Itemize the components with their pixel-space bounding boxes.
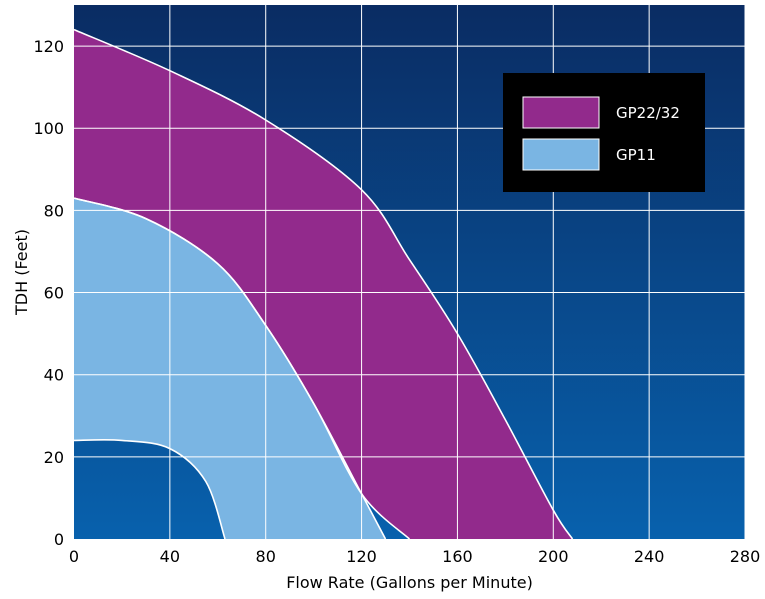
curve-gp22-32-upper [73,28,574,540]
x-tick-label: 160 [442,547,473,566]
y-axis-ticks: 0 20 40 60 80 100 120 [33,37,64,549]
legend: GP22/32 GP11 [503,73,705,192]
y-tick-label: 120 [33,37,64,56]
y-tick-label: 0 [54,530,64,549]
x-tick-label: 0 [69,547,79,566]
y-tick-label: 40 [44,366,64,385]
legend-swatch-gp11 [522,138,600,171]
y-tick-label: 60 [44,284,64,303]
x-tick-label: 280 [730,547,761,566]
grid-lines [74,5,746,539]
y-axis-label: TDH (Feet) [12,229,31,316]
y-tick-label: 20 [44,448,64,467]
x-axis-label: Flow Rate (Gallons per Minute) [286,573,533,592]
y-tick-label: 80 [44,201,64,220]
x-axis-ticks: 0 40 80 120 160 200 240 280 [69,547,760,566]
legend-swatch-gp22-32 [522,96,600,129]
x-tick-label: 200 [538,547,569,566]
chart-regions [73,28,574,540]
y-tick-label: 100 [33,119,64,138]
legend-label-gp22-32: GP22/32 [616,104,680,122]
x-tick-label: 240 [634,547,665,566]
region-gp22-32 [74,29,573,539]
x-tick-label: 40 [160,547,180,566]
legend-box [503,73,705,192]
x-tick-label: 80 [256,547,276,566]
x-tick-label: 120 [346,547,377,566]
region-gp11 [74,198,386,539]
legend-label-gp11: GP11 [616,146,656,164]
